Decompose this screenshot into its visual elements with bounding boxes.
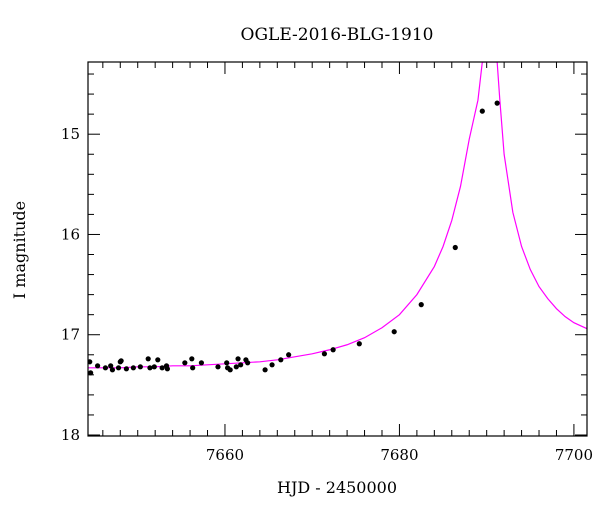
data-point <box>155 357 161 363</box>
ticks-layer <box>88 62 587 436</box>
data-point <box>238 362 244 368</box>
data-point <box>330 347 336 353</box>
point-marker <box>123 366 129 372</box>
data-point <box>233 364 239 370</box>
data-point <box>182 360 188 366</box>
x-tick-label: 7660 <box>206 446 244 464</box>
data-point <box>123 366 129 372</box>
point-marker <box>262 367 268 373</box>
data-point <box>269 362 275 368</box>
point-marker <box>224 360 230 366</box>
point-marker <box>130 365 136 371</box>
point-marker <box>391 329 397 335</box>
point-marker <box>215 364 221 370</box>
y-axis-label: I magnitude <box>10 201 29 299</box>
data-point <box>130 365 136 371</box>
data-point <box>94 363 101 369</box>
data-point <box>109 367 116 373</box>
y-tick-label: 18 <box>61 426 80 444</box>
point-marker <box>189 356 195 362</box>
data-point <box>108 363 114 369</box>
data-point <box>215 364 221 370</box>
point-marker <box>182 360 188 366</box>
point-marker <box>94 363 101 369</box>
data-point <box>356 341 362 347</box>
point-marker <box>235 356 241 362</box>
point-marker <box>155 357 161 363</box>
data-point <box>137 364 143 370</box>
point-marker <box>330 347 336 353</box>
y-tick-label: 15 <box>61 125 80 143</box>
point-marker <box>147 365 153 371</box>
data-point <box>147 365 153 371</box>
y-tick-label: 16 <box>61 225 80 243</box>
point-marker <box>88 359 93 365</box>
y-tick-label: 17 <box>61 326 80 344</box>
data-point <box>452 244 458 251</box>
point-marker <box>118 358 124 364</box>
point-marker <box>115 365 122 371</box>
point-marker <box>109 367 116 373</box>
data-point <box>278 357 284 363</box>
data-point <box>235 356 241 362</box>
data-point <box>494 100 500 106</box>
point-marker <box>233 364 239 370</box>
data-point <box>151 364 157 370</box>
data-point <box>190 365 196 371</box>
plot-frame <box>87 61 588 437</box>
data-point <box>102 365 109 371</box>
point-marker <box>494 100 500 106</box>
point-marker <box>286 352 292 358</box>
data-point <box>145 356 151 362</box>
point-marker <box>452 244 458 251</box>
point-marker <box>356 341 362 347</box>
tick-labels-layer: 7660 7680 7700 15 16 17 18 <box>61 125 593 464</box>
points-layer <box>88 100 500 376</box>
point-marker <box>108 363 114 369</box>
data-point <box>418 302 424 308</box>
point-marker <box>137 364 143 370</box>
data-point <box>118 358 124 364</box>
data-point <box>391 329 397 335</box>
data-point <box>262 367 268 373</box>
data-point <box>164 366 170 372</box>
point-marker <box>269 362 275 368</box>
point-marker <box>418 302 424 308</box>
data-point <box>224 360 230 366</box>
point-marker <box>321 351 328 357</box>
point-marker <box>198 360 205 366</box>
point-marker <box>164 366 170 372</box>
point-marker <box>238 362 244 368</box>
point-marker <box>479 108 485 114</box>
point-marker <box>145 356 151 362</box>
point-marker <box>88 370 94 376</box>
point-marker <box>102 365 109 371</box>
data-point <box>286 352 292 358</box>
data-point <box>479 108 485 114</box>
point-marker <box>278 357 284 363</box>
chart-title: OGLE-2016-BLG-1910 <box>241 25 434 45</box>
point-marker <box>190 365 196 371</box>
data-point <box>245 360 251 366</box>
x-tick-label: 7680 <box>380 446 418 464</box>
data-point <box>227 367 233 373</box>
data-point <box>159 365 165 371</box>
point-marker <box>151 364 157 370</box>
data-point <box>88 359 93 365</box>
model-layer <box>88 62 587 369</box>
data-point <box>88 370 94 376</box>
model-curve <box>88 62 587 369</box>
point-marker <box>159 365 165 371</box>
x-axis-label: HJD - 2450000 <box>277 478 397 497</box>
point-marker <box>245 360 251 366</box>
data-point <box>189 356 195 362</box>
data-point <box>115 365 122 371</box>
point-marker <box>227 367 233 373</box>
data-point <box>321 351 328 357</box>
x-tick-label: 7700 <box>555 446 593 464</box>
data-point <box>198 360 205 366</box>
